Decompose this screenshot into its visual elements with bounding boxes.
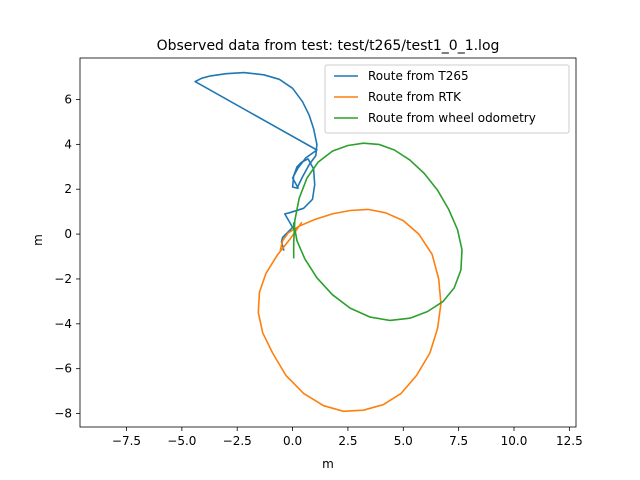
y-tick-label: −4	[54, 317, 72, 331]
y-tick-label: −2	[54, 272, 72, 286]
plot-area: −7.5 −5.0 −2.5 0.0 2.5 5.0 7.5 10.0 12.5 −8 −6 −4 −2…	[54, 57, 583, 448]
chart-title: Observed data from test: test/t265/test1…	[157, 38, 500, 54]
y-tick-label: 6	[64, 92, 72, 106]
y-tick-label: −8	[54, 407, 72, 421]
x-tick-label: 5.0	[394, 434, 413, 448]
legend: Route from T265 Route from RTK Route from …	[324, 64, 570, 134]
x-tick-label: 7.5	[449, 434, 468, 448]
y-tick-label: 4	[64, 137, 72, 151]
x-tick-label: −7.5	[112, 434, 141, 448]
series-line-0	[194, 71, 318, 251]
series-line-1	[257, 208, 442, 413]
x-tick-label: 0.0	[283, 434, 302, 448]
y-axis-label: m	[31, 234, 45, 246]
axes-frame	[79, 57, 577, 428]
x-axis-label: m	[322, 457, 334, 471]
x-tick-label: −5.0	[167, 434, 196, 448]
y-tick-label: −6	[54, 362, 72, 376]
x-tick-label: −2.5	[223, 434, 252, 448]
legend-label-2: Route from wheel odometry	[368, 111, 536, 125]
y-tick-label: 2	[64, 182, 72, 196]
y-tick-label: 0	[64, 227, 72, 241]
x-tick-label: 10.0	[501, 434, 528, 448]
x-tick-label: 12.5	[556, 434, 583, 448]
series-line-2	[292, 142, 463, 322]
legend-label-1: Route from RTK	[368, 90, 462, 104]
legend-box	[324, 64, 570, 134]
x-tick-label: 2.5	[338, 434, 357, 448]
legend-label-0: Route from T265	[368, 69, 469, 83]
